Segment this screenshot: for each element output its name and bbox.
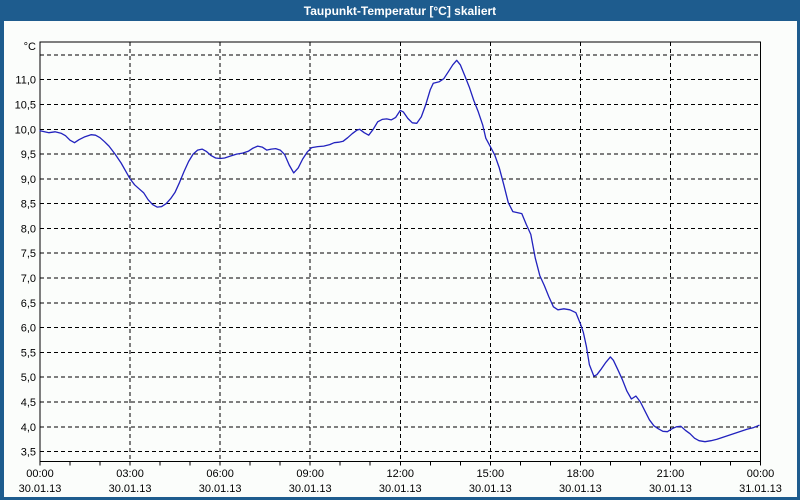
y-tick-label: 10,5 <box>15 99 36 111</box>
x-tick-date-label: 30.01.13 <box>199 483 242 495</box>
x-tick-date-label: 30.01.13 <box>559 483 602 495</box>
x-tick-time-label: 09:00 <box>296 468 324 480</box>
y-tick-label: 4,0 <box>21 422 36 434</box>
x-tick-time-label: 00:00 <box>26 468 54 480</box>
x-tick-time-label: 00:00 <box>747 468 775 480</box>
y-tick-label: 6,5 <box>21 298 36 310</box>
y-tick-label: 6,0 <box>21 323 36 335</box>
temperature-line <box>39 59 760 443</box>
chart-canvas: °C 11,0 10,5 10,0 9,5 9,0 8,5 8,0 7,5 7,0 6,5 6,0 5,… <box>15 41 782 495</box>
chart-title: Taupunkt-Temperatur [°C] skaliert <box>303 3 497 18</box>
y-tick-label: 3,5 <box>21 447 36 459</box>
title-bar[interactable]: Taupunkt-Temperatur [°C] skaliert <box>0 0 800 21</box>
x-tick-date-label: 30.01.13 <box>19 483 62 495</box>
window-border-bottom <box>0 497 800 500</box>
window-border-left <box>0 21 4 500</box>
x-tick-time-label: 03:00 <box>116 468 144 480</box>
x-tick-date-label: 30.01.13 <box>469 483 512 495</box>
y-tick-label: 8,0 <box>21 223 36 235</box>
x-tick-time-label: 21:00 <box>657 468 685 480</box>
x-tick-time-label: 18:00 <box>567 468 595 480</box>
x-tick-date-label: 31.01.13 <box>739 483 782 495</box>
y-tick-label: 9,5 <box>21 149 36 161</box>
x-tick-time-label: 12:00 <box>386 468 414 480</box>
x-tick-time-label: 06:00 <box>206 468 234 480</box>
y-tick-label: 8,5 <box>21 199 36 211</box>
x-tick-date-label: 30.01.13 <box>109 483 152 495</box>
y-tick-label: 10,0 <box>15 124 36 136</box>
y-tick-label: 9,0 <box>21 174 36 186</box>
x-tick-date-label: 30.01.13 <box>289 483 332 495</box>
y-tick-label: 4,5 <box>21 397 36 409</box>
y-tick-label: 5,0 <box>21 372 36 384</box>
x-tick-date-label: 30.01.13 <box>649 483 692 495</box>
y-tick-label: 11,0 <box>15 75 36 87</box>
y-tick-label: 7,0 <box>21 273 36 285</box>
y-unit-label: °C <box>24 41 36 53</box>
x-tick-date-label: 30.01.13 <box>379 483 422 495</box>
y-tick-label: 5,5 <box>21 347 36 359</box>
y-tick-label: 7,5 <box>21 248 36 260</box>
x-tick-time-label: 15:00 <box>477 468 505 480</box>
window-border-right <box>797 21 800 500</box>
